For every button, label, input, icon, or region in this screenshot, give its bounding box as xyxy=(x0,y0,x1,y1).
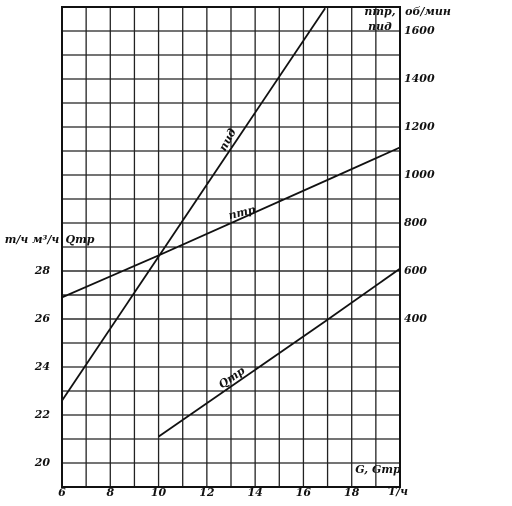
y-axis-label: т/ч м³/ч xyxy=(5,233,60,246)
series-line xyxy=(62,7,326,402)
plot-frame xyxy=(61,6,401,488)
y2-tick-label: 1400 xyxy=(404,72,435,85)
x-axis-label: G, Gтр xyxy=(355,463,401,476)
series-label: nтр xyxy=(227,203,257,222)
series-line xyxy=(62,146,400,299)
y2-tick-label: 800 xyxy=(404,216,427,229)
series-label: nид xyxy=(216,126,239,153)
x-tick-label: 12 xyxy=(199,486,215,499)
y2-tick-label: 1000 xyxy=(404,168,435,181)
y-tick-label: 22 xyxy=(34,408,51,421)
x-tick-label: 10 xyxy=(151,486,167,499)
y2-tick-label: 600 xyxy=(404,264,427,277)
y-tick-label: 28 xyxy=(34,264,51,277)
x-tick-label: 14 xyxy=(247,486,262,499)
y2-axis-label: nид xyxy=(368,20,392,33)
x-tick-label: 6 xyxy=(58,486,66,499)
y2-axis-label: nтр, xyxy=(364,5,395,18)
y-tick-label: 26 xyxy=(34,312,51,325)
y-tick-label: 24 xyxy=(34,360,50,373)
y-axis-label: Qтр xyxy=(66,233,95,246)
y2-tick-label: 1600 xyxy=(404,24,435,37)
y2-axis-label: об/мин xyxy=(405,5,451,18)
y2-tick-label: 1200 xyxy=(404,120,435,133)
x-tick-label: 18 xyxy=(344,486,360,499)
y2-tick-label: 400 xyxy=(404,312,427,325)
x-tick-label: 8 xyxy=(106,486,114,499)
series-line xyxy=(158,267,400,438)
x-axis-label: T/ч xyxy=(388,485,408,498)
series-label: Qтр xyxy=(216,364,247,391)
x-tick-label: 16 xyxy=(296,486,312,499)
y-tick-label: 20 xyxy=(34,456,51,469)
